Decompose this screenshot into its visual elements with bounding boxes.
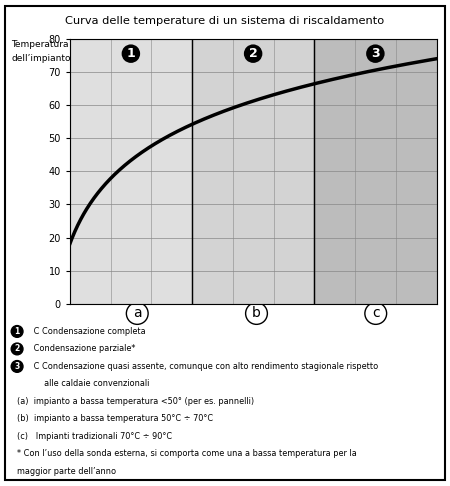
Text: C Condensazione quasi assente, comunque con alto rendimento stagionale rispetto: C Condensazione quasi assente, comunque … [31, 362, 378, 371]
Text: Condensazione parziale*: Condensazione parziale* [31, 345, 135, 353]
Text: maggior parte dell’anno: maggior parte dell’anno [17, 467, 116, 476]
Text: a: a [133, 307, 142, 320]
Text: c: c [372, 307, 379, 320]
Bar [314, 39, 436, 304]
Bar [70, 39, 192, 304]
Text: (c)   Impianti tradizionali 70°C ÷ 90°C: (c) Impianti tradizionali 70°C ÷ 90°C [17, 432, 172, 441]
Text: C Condensazione completa: C Condensazione completa [31, 327, 145, 336]
Text: 1: 1 [126, 47, 135, 60]
Text: Curva delle temperature di un sistema di riscaldamento: Curva delle temperature di un sistema di… [65, 16, 385, 26]
Text: 3: 3 [14, 362, 20, 371]
Text: 2: 2 [14, 345, 20, 353]
Text: alle caldaie convenzionali: alle caldaie convenzionali [31, 380, 149, 388]
Bar [192, 39, 314, 304]
Text: dell’impianto(°C): dell’impianto(°C) [11, 54, 89, 64]
Text: (a)  impianto a bassa temperatura <50° (per es. pannelli): (a) impianto a bassa temperatura <50° (p… [17, 397, 254, 406]
Text: * Con l’uso della sonda esterna, si comporta come una a bassa temperatura per la: * Con l’uso della sonda esterna, si comp… [17, 450, 357, 458]
Text: 2: 2 [249, 47, 257, 60]
Text: (b)  impianto a bassa temperatura 50°C ÷ 70°C: (b) impianto a bassa temperatura 50°C ÷ … [17, 415, 213, 423]
Bar [314, 39, 436, 304]
Text: Temperatura: Temperatura [11, 40, 69, 49]
Text: b: b [252, 307, 261, 320]
Text: 1: 1 [14, 327, 20, 336]
Bar [70, 39, 192, 304]
Bar [192, 39, 314, 304]
Text: 3: 3 [371, 47, 380, 60]
